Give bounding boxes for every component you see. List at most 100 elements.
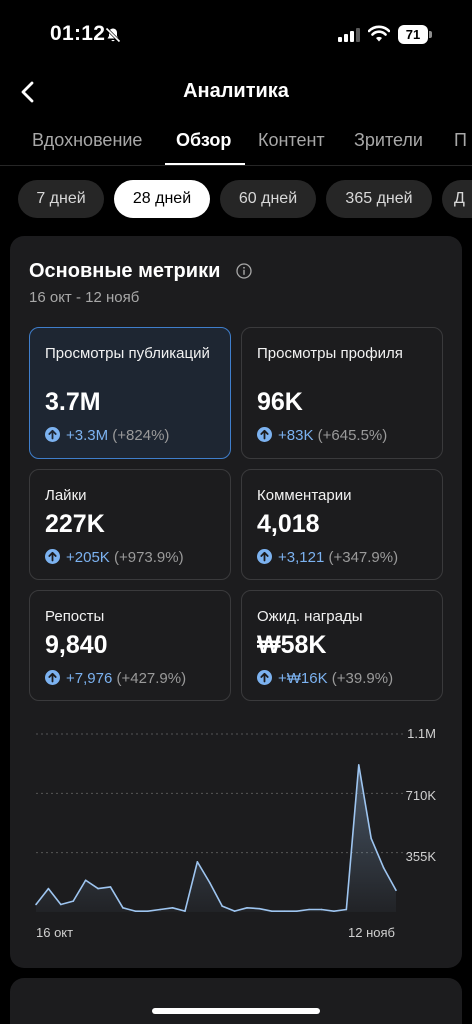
x-tick-label: 16 окт (36, 925, 74, 940)
arrow-up-circle-icon (45, 549, 60, 564)
tab-bar: Вдохновение Обзор Контент Зрители П (0, 122, 472, 166)
chart-point (333, 910, 335, 912)
change-percent: (+347.9%) (328, 549, 399, 566)
metric-expected-rewards[interactable]: Ожид. награды ₩58K +₩16K (+39.9%) (241, 590, 443, 701)
metric-value: 3.7M (45, 388, 101, 416)
chart-point (47, 887, 50, 890)
change-percent: (+973.9%) (113, 549, 184, 566)
change-absolute: +3,121 (278, 549, 325, 566)
info-icon[interactable] (236, 263, 252, 279)
chart-point (345, 908, 348, 911)
chart-point (395, 889, 397, 892)
chart-point (357, 764, 360, 766)
arrow-up-circle-icon (45, 670, 60, 685)
chart-point (295, 910, 298, 912)
range-custom[interactable]: Д (442, 180, 472, 218)
chart-point (171, 907, 174, 909)
range-7-days[interactable]: 7 дней (18, 180, 104, 218)
change-percent: (+824%) (112, 427, 170, 444)
y-tick-label: 1.1M (407, 726, 436, 741)
back-arrow-icon[interactable] (14, 78, 42, 106)
chart-point (271, 910, 273, 912)
chart-point (109, 886, 112, 888)
tab-audience[interactable]: Зрители (354, 130, 423, 150)
chart-point (208, 881, 211, 884)
chart-point (320, 908, 323, 911)
signal-icon (338, 28, 360, 42)
y-tick-label: 710K (405, 788, 436, 803)
chart-point (308, 908, 310, 911)
metric-post-views[interactable]: Просмотры публикаций 3.7M +3.3M (+824%) (29, 327, 231, 459)
change-absolute: +₩16K (278, 670, 328, 687)
chart-point (196, 861, 199, 863)
metric-change: +83K (+645.5%) (257, 427, 387, 444)
tab-overview[interactable]: Обзор (176, 130, 232, 150)
chart-point (233, 910, 236, 912)
chart-point (370, 837, 372, 840)
tab-content[interactable]: Контент (258, 130, 325, 150)
change-percent: (+427.9%) (116, 670, 187, 687)
chart-point (122, 907, 124, 909)
chart-point (221, 905, 224, 907)
bell-muted-icon (105, 27, 121, 43)
chart-point (184, 910, 186, 912)
metric-change: +3.3M (+824%) (45, 427, 169, 444)
arrow-up-circle-icon (257, 549, 272, 564)
status-bar: 01:12 71 (0, 0, 472, 70)
chart-plot (35, 733, 404, 912)
metric-change: +205K (+973.9%) (45, 549, 184, 566)
chart-point (146, 910, 149, 912)
date-range: 16 окт - 12 нояб (29, 289, 140, 306)
chart-point (97, 887, 99, 890)
metric-label: Репосты (45, 608, 105, 625)
change-percent: (+39.9%) (331, 670, 394, 687)
battery-level: 71 (398, 25, 428, 44)
metric-label: Ожид. награды (257, 608, 363, 625)
chart-point (84, 879, 87, 882)
key-metrics-card: Основные метрики 16 окт - 12 нояб Просмо… (10, 236, 462, 968)
status-time: 01:12 (50, 22, 106, 45)
change-absolute: +3.3M (66, 427, 109, 444)
header: Аналитика (0, 70, 472, 114)
range-60-days[interactable]: 60 дней (220, 180, 316, 218)
metric-value: 96K (257, 388, 303, 416)
card-title: Основные метрики (29, 260, 221, 282)
metric-comments[interactable]: Комментарии 4,018 +3,121 (+347.9%) (241, 469, 443, 580)
change-absolute: +7,976 (66, 670, 113, 687)
chart-point (258, 907, 261, 910)
metric-label: Лайки (45, 487, 87, 504)
tab-partial[interactable]: П (454, 130, 467, 150)
range-28-days[interactable]: 28 дней (114, 180, 210, 218)
home-indicator (152, 1008, 320, 1014)
active-tab-indicator (165, 163, 245, 165)
y-tick-label: 355K (405, 849, 436, 864)
metric-value: 4,018 (257, 510, 320, 538)
arrow-up-circle-icon (45, 427, 60, 442)
metric-likes[interactable]: Лайки 227K +205K (+973.9%) (29, 469, 231, 580)
metric-change: +3,121 (+347.9%) (257, 549, 398, 566)
chart-point (159, 908, 161, 911)
change-absolute: +83K (278, 427, 314, 444)
metric-profile-views[interactable]: Просмотры профиля 96K +83K (+645.5%) (241, 327, 443, 459)
range-365-days[interactable]: 365 дней (326, 180, 432, 218)
metric-value: ₩58K (257, 631, 327, 659)
chart-point (60, 903, 62, 906)
page-title: Аналитика (183, 80, 289, 102)
metric-value: 227K (45, 510, 105, 538)
battery-icon: 71 (398, 25, 432, 44)
x-tick-label: 12 нояб (348, 925, 395, 940)
chart-area (36, 764, 396, 912)
metric-reposts[interactable]: Репосты 9,840 +7,976 (+427.9%) (29, 590, 231, 701)
post-views-chart[interactable]: 1.1M 710K 355K 16 окт 12 нояб (10, 720, 462, 950)
next-section-card (10, 978, 462, 1024)
chart-point (246, 907, 248, 909)
metric-change: +₩16K (+39.9%) (257, 670, 393, 687)
chart-series-line (35, 764, 397, 912)
metric-label: Комментарии (257, 487, 352, 504)
metric-label: Просмотры профиля (257, 345, 403, 362)
metric-value: 9,840 (45, 631, 108, 659)
wifi-icon (368, 25, 390, 42)
tab-inspiration[interactable]: Вдохновение (32, 130, 143, 150)
arrow-up-circle-icon (257, 427, 272, 442)
chart-point (35, 903, 37, 906)
